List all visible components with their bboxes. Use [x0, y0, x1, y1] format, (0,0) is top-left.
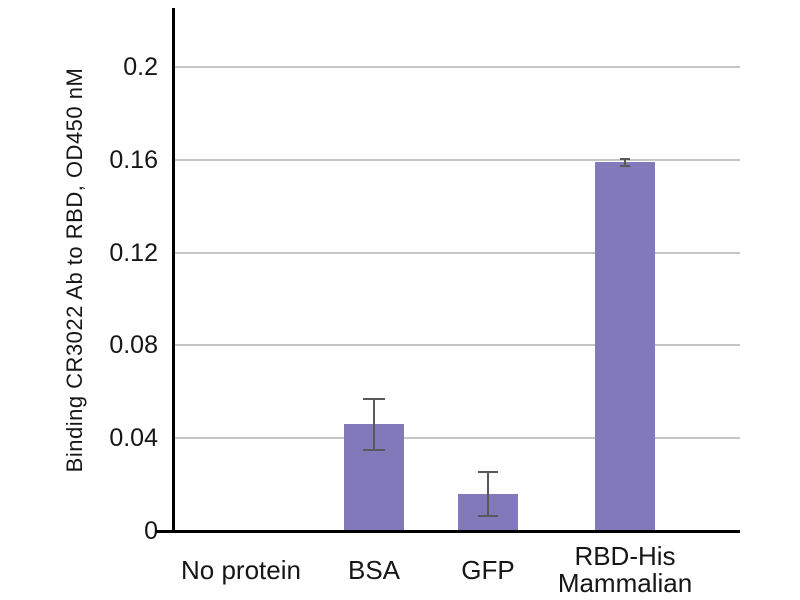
x-label-line: BSA	[347, 554, 401, 585]
y-tick-label-0.08: 0.08	[109, 331, 158, 360]
x-label-No protein: No protein	[131, 543, 351, 597]
bar-RBD-His-Mammalian	[595, 162, 655, 531]
x-label-line: GFP	[461, 554, 515, 585]
gridline-0.04	[172, 437, 740, 440]
x-label-GFP: GFP	[378, 543, 598, 597]
y-tick-label-0.2: 0.2	[123, 53, 158, 81]
error-bar-cap-top-1	[363, 397, 385, 400]
error-bar-cap-bottom-2	[478, 514, 498, 517]
error-bar-cap-bottom-1	[363, 448, 385, 451]
y-tick-label-0.04: 0.04	[109, 424, 158, 453]
error-bar-cap-top-3	[620, 157, 630, 160]
error-bar-cap-top-2	[478, 470, 498, 473]
x-label-BSA: BSA	[264, 543, 484, 597]
x-axis-line	[172, 530, 740, 533]
x-label-line: No protein	[181, 554, 301, 585]
y-tick-label-0.12: 0.12	[109, 238, 158, 267]
error-bar-line-3	[624, 158, 626, 166]
y-tick-label-0: 0	[144, 517, 158, 545]
gridline-0.08	[172, 344, 740, 347]
x-label-RBD-His-Mammalian: RBD-His Mammalian	[515, 543, 735, 597]
error-bar-line-1	[373, 398, 375, 450]
y-tick-label-0.16: 0.16	[109, 145, 158, 174]
x-label-line: RBD-His	[574, 541, 676, 571]
error-bar-line-2	[487, 471, 489, 516]
gridline-0.2	[172, 66, 740, 68]
error-bar-cap-bottom-3	[620, 164, 630, 167]
y-axis-line	[172, 8, 175, 533]
y-tick-mark-zero	[155, 530, 172, 533]
x-label-line: Mammalian	[557, 568, 693, 598]
gridline-0.16	[172, 158, 740, 161]
y-axis-title: Binding CR3022 Ab to RBD, OD450 nM	[62, 67, 87, 473]
gridline-0.12	[172, 251, 740, 254]
